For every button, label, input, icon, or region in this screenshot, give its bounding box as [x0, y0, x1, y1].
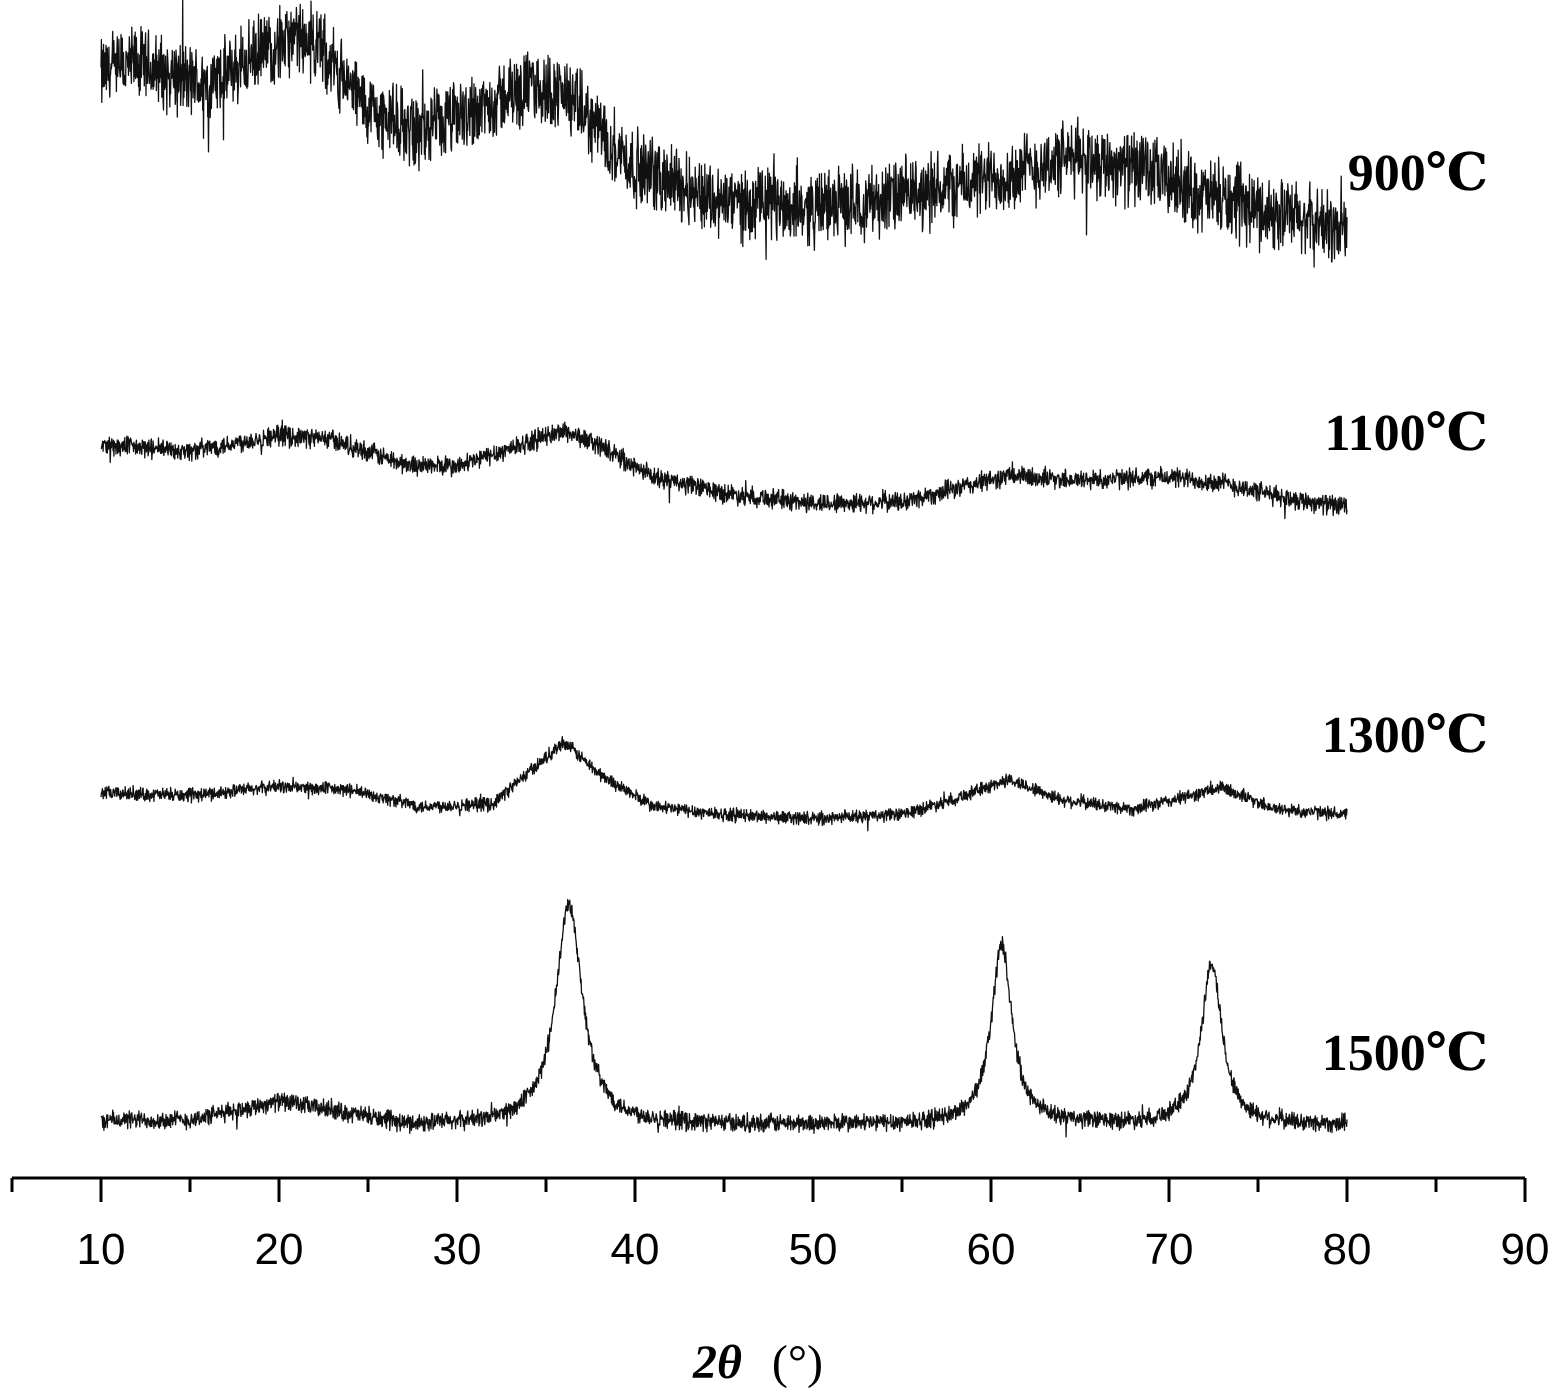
series-label-3: 1500℃	[1322, 1025, 1488, 1082]
series-line-3	[100, 898, 1348, 1138]
x-tick-label: 20	[255, 1225, 304, 1274]
x-axis-title: 2θ (°)	[692, 1336, 823, 1389]
x-tick-label: 40	[611, 1225, 660, 1274]
series-label-2: 1300℃	[1322, 707, 1488, 764]
x-axis-title-unit: (°)	[772, 1336, 823, 1389]
x-tick-label: 60	[967, 1225, 1016, 1274]
x-axis-title-main: 2θ	[692, 1336, 742, 1389]
series-line-0	[100, 0, 1348, 268]
x-tick-label: 80	[1323, 1225, 1372, 1274]
x-tick-label: 30	[433, 1225, 482, 1274]
series-line-2	[100, 735, 1348, 832]
series-group	[100, 0, 1348, 1138]
series-line-1	[100, 419, 1348, 520]
series-label-0: 900℃	[1348, 145, 1488, 202]
x-axis: 10 20 30 40 50 60 70 80 90	[10, 1176, 1550, 1274]
x-tick-label: 70	[1145, 1225, 1194, 1274]
x-tick-label: 10	[77, 1225, 126, 1274]
series-label-group: 900℃ 1100℃ 1300℃ 1500℃	[1322, 145, 1488, 1082]
x-tick-label: 50	[789, 1225, 838, 1274]
x-tick-label: 90	[1501, 1225, 1550, 1274]
series-label-1: 1100℃	[1325, 405, 1488, 462]
